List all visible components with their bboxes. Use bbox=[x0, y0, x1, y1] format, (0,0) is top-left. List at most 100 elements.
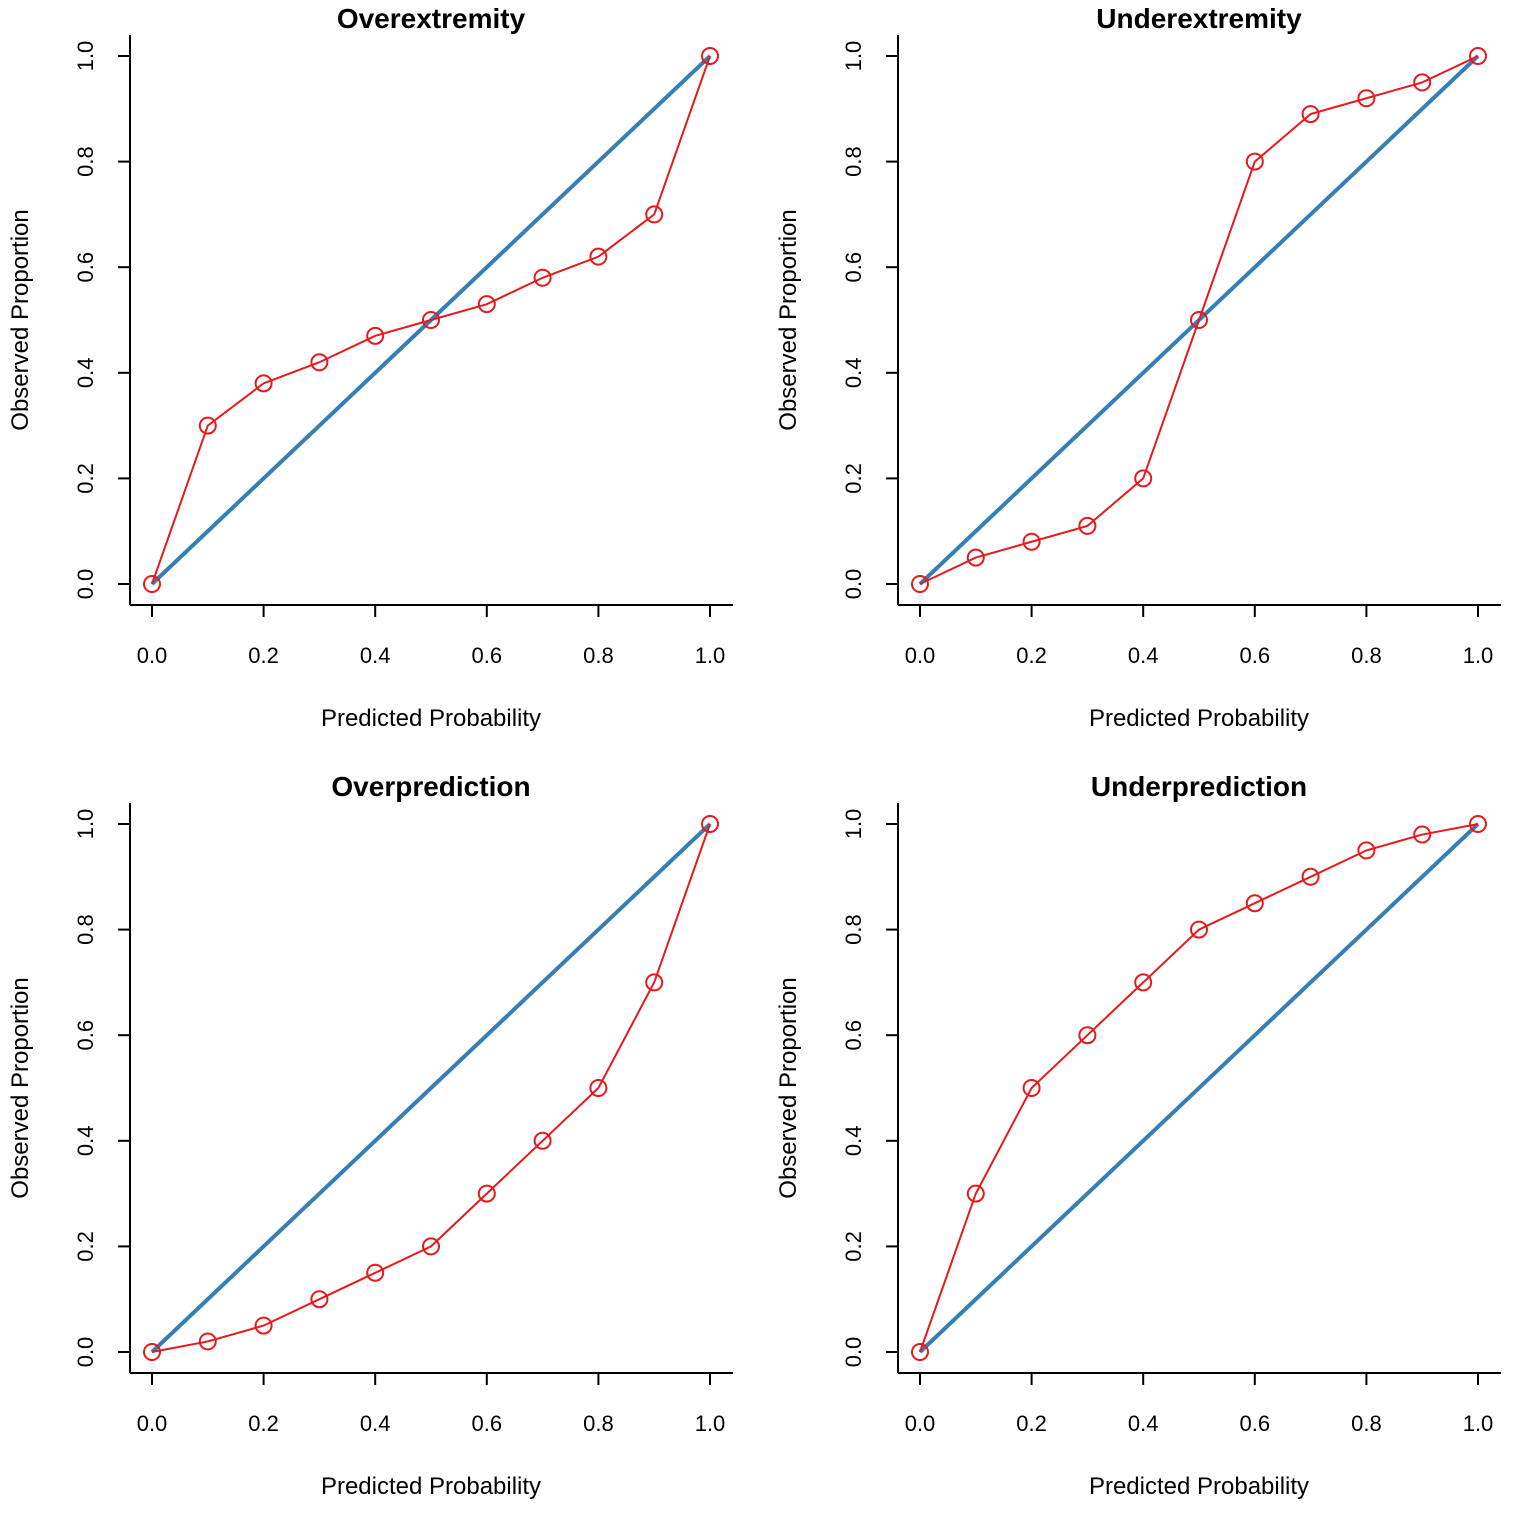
observed-series-line bbox=[151, 823, 711, 1353]
x-tick-label: 1.0 bbox=[1463, 1411, 1494, 1436]
observed-data-point bbox=[143, 575, 161, 593]
y-tick-label: 0.6 bbox=[73, 252, 98, 283]
x-tick-label: 1.0 bbox=[1463, 643, 1494, 668]
observed-data-point bbox=[1134, 973, 1153, 992]
x-tick-label: 0.8 bbox=[1351, 643, 1382, 668]
y-axis-label: Observed Proportion bbox=[775, 209, 802, 430]
y-axis-label: Observed Proportion bbox=[7, 977, 34, 1198]
observed-series-line bbox=[151, 55, 711, 585]
observed-data-point bbox=[1357, 89, 1376, 108]
observed-data-point bbox=[366, 326, 385, 345]
y-tick-label: 1.0 bbox=[841, 41, 866, 72]
x-axis-label: Predicted Probability bbox=[321, 1473, 541, 1500]
y-tick-label: 0.4 bbox=[841, 1126, 866, 1157]
observed-data-point bbox=[310, 1290, 329, 1309]
chart-title: Underextremity bbox=[1096, 3, 1302, 34]
y-tick-label: 0.0 bbox=[73, 569, 98, 600]
y-tick-label: 1.0 bbox=[73, 41, 98, 72]
x-tick-label: 0.2 bbox=[248, 1411, 279, 1436]
x-tick-label: 0.0 bbox=[905, 643, 936, 668]
panel-overprediction: Overprediction 0.0 0.2 0.4 0.6 0.8 1.0 0.0 0.2 0.… bbox=[7, 771, 733, 1500]
y-tick-label: 0.4 bbox=[73, 1126, 98, 1157]
y-tick-label: 0.8 bbox=[841, 146, 866, 177]
y-tick-label: 0.8 bbox=[73, 146, 98, 177]
panel-overextremity: Overextremity 0.0 0.2 0.4 0.6 0.8 1.0 0.0 0.2 0.4… bbox=[7, 3, 733, 732]
y-tick-label: 0.6 bbox=[841, 252, 866, 283]
x-tick-label: 0.0 bbox=[905, 1411, 936, 1436]
perfect-calibration-line bbox=[150, 822, 712, 1354]
x-axis-label: Predicted Probability bbox=[321, 705, 541, 732]
x-tick-label: 1.0 bbox=[695, 1411, 726, 1436]
y-tick-label: 1.0 bbox=[73, 809, 98, 840]
observed-data-point bbox=[1245, 894, 1264, 913]
observed-data-point bbox=[1078, 1026, 1097, 1045]
panel-underextremity: Underextremity 0.0 0.2 0.4 0.6 0.8 1.0 0.0 0.2 0.… bbox=[775, 3, 1501, 732]
observed-data-point bbox=[1134, 469, 1153, 488]
observed-data-point bbox=[701, 815, 719, 833]
y-tick-label: 1.0 bbox=[841, 809, 866, 840]
observed-data-point bbox=[589, 1079, 608, 1097]
x-tick-label: 0.6 bbox=[1240, 643, 1271, 668]
observed-series-line bbox=[919, 55, 1479, 585]
observed-data-point bbox=[589, 247, 608, 266]
x-tick-label: 0.4 bbox=[1128, 1411, 1159, 1436]
observed-data-point bbox=[966, 1184, 985, 1203]
observed-data-point bbox=[1245, 152, 1264, 171]
observed-data-point bbox=[422, 1237, 440, 1256]
observed-data-point bbox=[645, 205, 664, 224]
observed-data-point bbox=[966, 548, 985, 567]
x-tick-label: 0.0 bbox=[137, 1411, 168, 1436]
x-tick-label: 0.4 bbox=[1128, 643, 1159, 668]
x-tick-label: 1.0 bbox=[695, 643, 726, 668]
observed-data-point bbox=[1078, 516, 1097, 535]
y-tick-label: 0.4 bbox=[841, 358, 866, 389]
observed-data-point bbox=[1469, 47, 1487, 65]
observed-data-point bbox=[1301, 105, 1320, 124]
observed-data-point bbox=[198, 416, 217, 435]
observed-data-point bbox=[533, 1131, 552, 1150]
observed-data-point bbox=[254, 374, 273, 393]
observed-series-line bbox=[919, 823, 1479, 1353]
observed-data-point bbox=[477, 295, 496, 314]
y-tick-label: 0.6 bbox=[73, 1020, 98, 1051]
observed-data-point bbox=[645, 973, 664, 992]
x-tick-label: 0.2 bbox=[1016, 643, 1047, 668]
observed-data-point bbox=[1301, 867, 1320, 886]
x-tick-label: 0.6 bbox=[1240, 1411, 1271, 1436]
y-tick-label: 0.4 bbox=[73, 358, 98, 389]
x-tick-label: 0.2 bbox=[1016, 1411, 1047, 1436]
y-tick-label: 0.0 bbox=[841, 1337, 866, 1368]
y-tick-label: 0.2 bbox=[73, 1231, 98, 1262]
observed-data-point bbox=[143, 1343, 161, 1361]
observed-data-point bbox=[1413, 73, 1432, 92]
observed-data-point bbox=[422, 311, 440, 329]
observed-data-point bbox=[1190, 920, 1208, 939]
observed-data-point bbox=[1357, 841, 1376, 860]
panel-underprediction: Underprediction 0.0 0.2 0.4 0.6 0.8 1.0 0.0 0.2 0… bbox=[775, 771, 1501, 1500]
observed-data-point bbox=[254, 1316, 273, 1335]
chart-title: Underprediction bbox=[1091, 771, 1307, 802]
observed-data-point bbox=[366, 1263, 385, 1282]
chart-title: Overprediction bbox=[331, 771, 530, 802]
x-tick-label: 0.6 bbox=[472, 1411, 503, 1436]
observed-data-point bbox=[477, 1184, 496, 1203]
observed-data-point bbox=[1190, 311, 1208, 329]
x-axis-label: Predicted Probability bbox=[1089, 705, 1309, 732]
chart-title: Overextremity bbox=[337, 3, 526, 34]
y-tick-label: 0.6 bbox=[841, 1020, 866, 1051]
y-tick-label: 0.8 bbox=[841, 914, 866, 945]
y-axis-label: Observed Proportion bbox=[775, 977, 802, 1198]
y-tick-label: 0.0 bbox=[73, 1337, 98, 1368]
x-tick-label: 0.8 bbox=[1351, 1411, 1382, 1436]
y-tick-label: 0.8 bbox=[73, 914, 98, 945]
y-tick-label: 0.0 bbox=[841, 569, 866, 600]
y-tick-label: 0.2 bbox=[841, 1231, 866, 1262]
x-tick-label: 0.4 bbox=[360, 643, 391, 668]
y-axis-label: Observed Proportion bbox=[7, 209, 34, 430]
x-tick-label: 0.8 bbox=[583, 1411, 614, 1436]
x-tick-label: 0.4 bbox=[360, 1411, 391, 1436]
observed-data-point bbox=[533, 268, 552, 287]
observed-data-point bbox=[1469, 815, 1487, 833]
